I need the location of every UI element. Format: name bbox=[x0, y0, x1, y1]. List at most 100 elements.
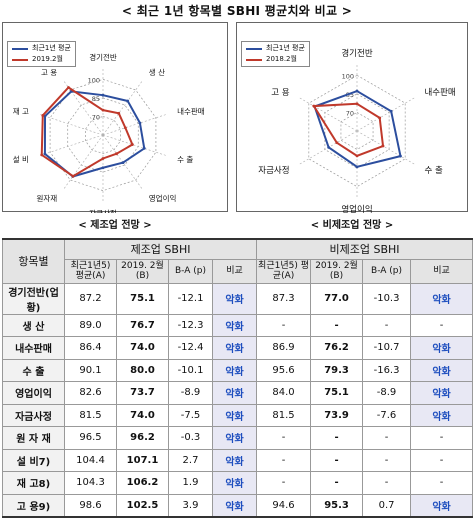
legend-item-current: 2018.2월 bbox=[246, 54, 305, 65]
non-avg-cell: 81.5 bbox=[256, 403, 312, 427]
mfg-current-header: 2019. 2월(B) bbox=[116, 258, 169, 284]
series-point-1 bbox=[41, 114, 45, 117]
mfg-current-cell: 74.0 bbox=[116, 336, 169, 360]
category-label: 생 산 bbox=[149, 67, 165, 77]
legend-label-current: 2018.2월 bbox=[266, 55, 297, 63]
non-diff-header: B-A (p) bbox=[362, 258, 412, 284]
row-item-label: 수 출 bbox=[2, 358, 65, 382]
mfg-compare-cell: 악화 bbox=[211, 381, 258, 405]
table-row: 설 비7) 104.4 107.1 2.7 악화 - - - - bbox=[2, 448, 474, 472]
non-compare-cell: 악화 bbox=[410, 403, 474, 427]
mfg-diff-cell: 3.9 bbox=[168, 493, 213, 517]
mfg-current-cell: 80.0 bbox=[116, 358, 169, 382]
legend-non-manufacturing: 최근1년 평균 2018.2월 bbox=[241, 41, 310, 67]
mfg-compare-cell: 악화 bbox=[211, 336, 258, 360]
non-compare-header: 비교 bbox=[410, 258, 474, 284]
non-avg-cell: - bbox=[256, 448, 312, 472]
table-row: 수 출 90.1 80.0 -10.1 악화 95.6 79.3 -16.3 악화 bbox=[2, 358, 474, 382]
non-avg-header: 최근1년5) 평균(A) bbox=[256, 258, 312, 284]
mfg-diff-cell: 1.9 bbox=[168, 471, 213, 495]
non-compare-cell: 악화 bbox=[410, 381, 474, 405]
mfg-diff-cell: 2.7 bbox=[168, 448, 213, 472]
non-avg-cell: 94.6 bbox=[256, 493, 312, 517]
mfg-diff-cell: -12.4 bbox=[168, 336, 213, 360]
series-point-0 bbox=[399, 154, 402, 158]
non-current-cell: - bbox=[310, 448, 364, 472]
spoke-line bbox=[356, 130, 417, 166]
non-diff-cell: - bbox=[362, 426, 412, 450]
radial-tick-label: 100 bbox=[88, 76, 100, 84]
non-compare-cell: 악화 bbox=[410, 282, 474, 315]
table-row: 자금사정 81.5 74.0 -7.5 악화 81.5 73.9 -7.6 악화 bbox=[2, 403, 474, 427]
grid-ring bbox=[49, 78, 157, 192]
spoke-line bbox=[38, 113, 104, 136]
row-item-label: 설 비7) bbox=[2, 448, 65, 472]
category-label: 고 용 bbox=[271, 88, 290, 98]
row-item-label: 고 용9) bbox=[2, 493, 65, 517]
table-row: 원 자 재 96.5 96.2 -0.3 악화 - - - - bbox=[2, 426, 474, 450]
series-point-1 bbox=[117, 111, 121, 115]
mfg-avg-cell: 87.2 bbox=[64, 282, 117, 315]
non-current-header: 2019. 2월(B) bbox=[310, 258, 364, 284]
radial-tick-label: 70 bbox=[346, 109, 354, 117]
legend-item-current: 2019.2월 bbox=[12, 54, 71, 65]
category-label: 자금사정 bbox=[89, 208, 117, 213]
non-current-cell: 76.2 bbox=[310, 336, 364, 360]
spoke-line bbox=[38, 134, 104, 157]
mfg-current-cell: 96.2 bbox=[116, 426, 169, 450]
table-row: 고 용9) 98.6 102.5 3.9 악화 94.6 95.3 0.7 악화 bbox=[2, 493, 474, 517]
series-point-0 bbox=[43, 152, 47, 156]
non-avg-cell: 87.3 bbox=[256, 282, 312, 315]
category-label: 설 비 bbox=[13, 155, 29, 164]
mfg-diff-cell: -8.9 bbox=[168, 381, 213, 405]
series-point-1 bbox=[130, 143, 134, 146]
mfg-avg-cell: 104.4 bbox=[64, 448, 117, 472]
non-compare-cell: - bbox=[410, 313, 474, 337]
non-diff-cell: - bbox=[362, 471, 412, 495]
legend-label-avg: 최근1년 평균 bbox=[32, 44, 71, 52]
category-label: 원자재 bbox=[37, 194, 58, 203]
series-point-1 bbox=[381, 144, 385, 148]
row-item-label: 영업이익 bbox=[2, 381, 65, 405]
category-label: 내수판매 bbox=[424, 88, 455, 98]
mfg-compare-cell: 악화 bbox=[211, 426, 258, 450]
table-row: 경기전반(업황) 87.2 75.1 -12.1 악화 87.3 77.0 -10.3 악화 bbox=[2, 282, 474, 315]
category-label: 경기전반 bbox=[89, 52, 117, 62]
mfg-current-cell: 106.2 bbox=[116, 471, 169, 495]
non-diff-cell: -8.9 bbox=[362, 381, 412, 405]
mfg-compare-header: 비교 bbox=[211, 258, 258, 284]
row-item-label: 생 산 bbox=[2, 313, 65, 337]
non-compare-cell: 악화 bbox=[410, 358, 474, 382]
mfg-current-cell: 76.7 bbox=[116, 313, 169, 337]
table-body: 경기전반(업황) 87.2 75.1 -12.1 악화 87.3 77.0 -10.3 악화 생 … bbox=[2, 282, 474, 517]
non-manufacturing-group-header: 비제조업 SBHI bbox=[256, 238, 474, 260]
mfg-current-cell: 107.1 bbox=[116, 448, 169, 472]
non-current-cell: 79.3 bbox=[310, 358, 364, 382]
mfg-diff-cell: -10.1 bbox=[168, 358, 213, 382]
category-label: 수 출 bbox=[424, 165, 443, 176]
series-point-1 bbox=[355, 102, 359, 106]
non-avg-cell: 95.6 bbox=[256, 358, 312, 382]
table-row: 내수판매 86.4 74.0 -12.4 악화 86.9 76.2 -10.7 악화 bbox=[2, 336, 474, 360]
table-row: 재 고8) 104.3 106.2 1.9 악화 - - - - bbox=[2, 471, 474, 495]
legend-swatch-avg bbox=[12, 47, 28, 50]
non-current-cell: - bbox=[310, 471, 364, 495]
mfg-diff-cell: -0.3 bbox=[168, 426, 213, 450]
grid-ring bbox=[85, 116, 121, 154]
radial-tick-label: 85 bbox=[92, 95, 100, 103]
mfg-compare-cell: 악화 bbox=[211, 448, 258, 472]
series-point-1 bbox=[355, 154, 359, 158]
spoke-line bbox=[297, 96, 358, 132]
mfg-compare-cell: 악화 bbox=[211, 471, 258, 495]
category-label: 고 용 bbox=[41, 68, 57, 77]
legend-swatch-avg bbox=[246, 47, 262, 50]
row-item-label: 자금사정 bbox=[2, 403, 65, 427]
row-item-label: 재 고8) bbox=[2, 471, 65, 495]
row-item-label: 내수판매 bbox=[2, 336, 65, 360]
non-avg-cell: - bbox=[256, 313, 312, 337]
mfg-diff-cell: -12.3 bbox=[168, 313, 213, 337]
spoke-line bbox=[62, 134, 104, 191]
series-point-1 bbox=[101, 108, 105, 112]
